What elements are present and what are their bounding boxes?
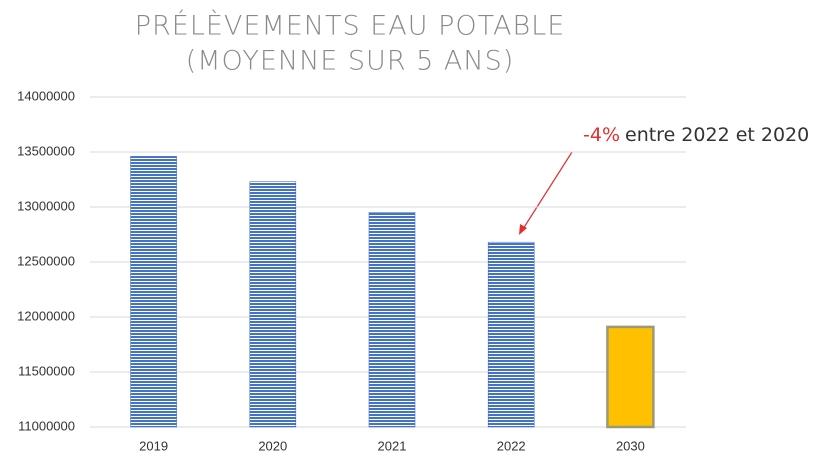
bar [606,325,655,429]
y-tick-label: 13000000 [17,198,75,213]
chart-subtitle: (MOYENNE SUR 5 ANS) [186,46,515,77]
y-tick-label: 11500000 [18,363,75,378]
bar [249,181,297,428]
bar [130,156,177,428]
x-tick-label: 2019 [139,438,168,453]
y-tick-label: 12000000 [17,308,75,323]
annotation-arrow [522,151,573,230]
y-tick-label: 12500000 [17,253,75,268]
annotation-arrowhead [519,224,527,235]
y-tick-label: 14000000 [17,88,75,103]
x-tick-label: 2030 [616,438,645,453]
x-tick-label: 2022 [497,438,526,453]
x-tick-label: 2020 [258,438,287,453]
bar [368,212,416,428]
y-tick-label: 13500000 [17,143,75,158]
annotation: -4% entre 2022 et 2020 [583,124,809,146]
annotation-text: entre 2022 et 2020 [625,124,809,146]
y-tick-label: 11000000 [18,418,75,433]
chart-title: PRÉLÈVEMENTS EAU POTABLE [135,10,566,42]
x-tick-label: 2021 [378,438,407,453]
bar [487,241,535,428]
annotation-highlight: -4% [583,124,620,146]
